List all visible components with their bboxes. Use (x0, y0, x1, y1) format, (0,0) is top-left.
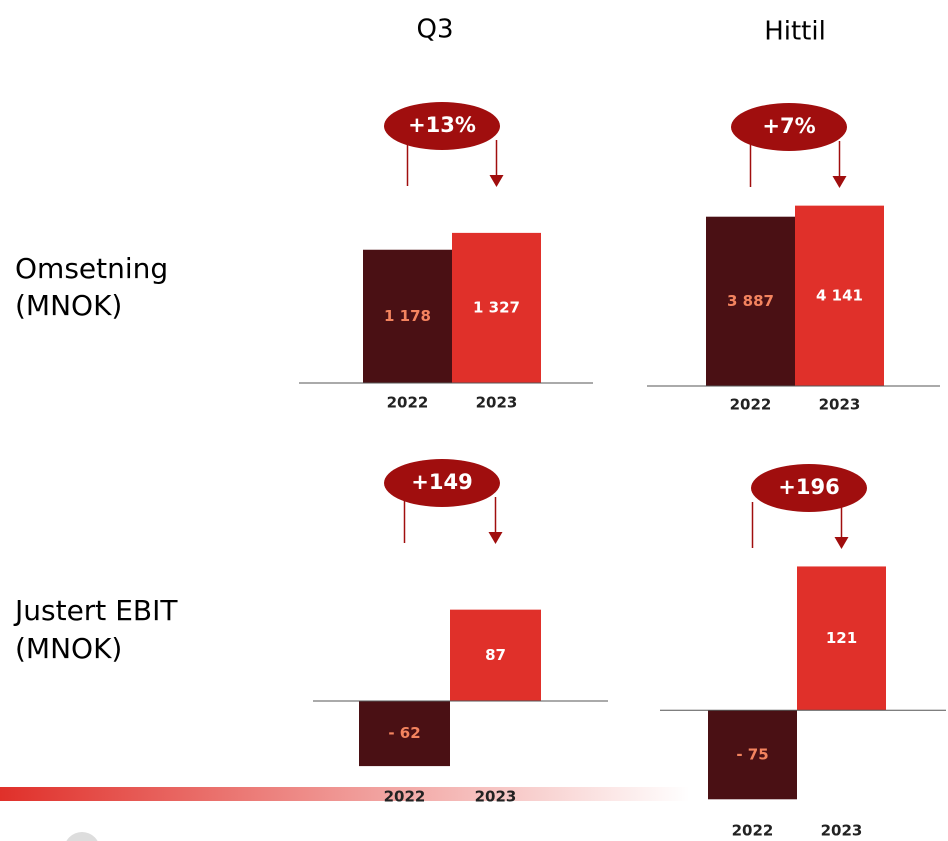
decor-circle (66, 832, 98, 841)
x-tick-label: 2022 (387, 394, 429, 412)
value-label: 121 (826, 629, 857, 647)
badge-label: +13% (408, 113, 476, 137)
arrow-head (489, 175, 504, 187)
value-label: - 62 (388, 724, 420, 742)
badge-label: +196 (778, 475, 839, 499)
bar (708, 710, 797, 800)
bar (795, 205, 884, 386)
x-tick-label: 2023 (476, 394, 518, 412)
value-label: 4 141 (816, 286, 863, 304)
arrow-head (832, 176, 847, 188)
bar (359, 701, 450, 767)
x-tick-label: 2022 (384, 788, 426, 806)
x-tick-label: 2022 (732, 822, 774, 840)
badge-label: +149 (411, 470, 472, 494)
bar (706, 216, 795, 386)
x-tick-label: 2022 (730, 396, 772, 414)
row-title: Justert EBIT (13, 594, 178, 627)
x-tick-label: 2023 (475, 788, 517, 806)
badge (751, 464, 867, 512)
bar (452, 232, 541, 383)
bar (450, 609, 541, 701)
row-unit: (MNOK) (15, 289, 122, 322)
badge (731, 103, 847, 151)
badge-label: +7% (762, 114, 815, 138)
column-header: Hittil (764, 17, 826, 47)
value-label: 3 887 (727, 292, 774, 310)
value-label: 1 327 (473, 298, 520, 316)
arrow-head (488, 532, 503, 544)
x-tick-label: 2023 (819, 396, 861, 414)
bar (363, 249, 452, 383)
badge (384, 102, 500, 150)
value-label: 87 (485, 646, 506, 664)
arrow-head (834, 537, 849, 549)
row-unit: (MNOK) (15, 632, 122, 665)
decor-band (0, 787, 690, 801)
column-header: Q3 (416, 15, 453, 45)
bar (797, 566, 886, 711)
value-label: - 75 (736, 745, 768, 763)
x-tick-label: 2023 (821, 822, 863, 840)
row-title: Omsetning (15, 252, 168, 285)
value-label: 1 178 (384, 307, 431, 325)
badge (384, 459, 500, 507)
